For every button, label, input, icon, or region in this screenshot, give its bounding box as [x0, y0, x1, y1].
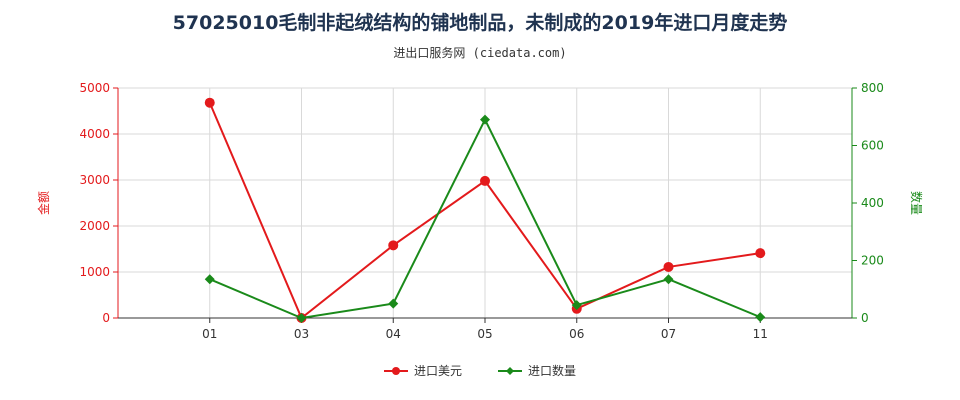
data-point-amount	[204, 97, 215, 108]
data-point-quantity	[663, 274, 674, 285]
right-tick-label: 800	[861, 81, 884, 95]
left-tick-label: 1000	[79, 265, 110, 279]
chart-subtitle: 进出口服务网 (ciedata.com)	[393, 46, 567, 60]
data-point-quantity	[204, 274, 215, 285]
data-point-quantity	[755, 312, 766, 323]
legend-swatch-quantity	[498, 366, 522, 375]
data-point-quantity	[571, 300, 582, 311]
data-point-quantity	[388, 298, 399, 309]
series-layer	[204, 97, 766, 323]
legend-item-quantity[interactable]: 进口数量	[498, 362, 576, 379]
right-tick-label: 200	[861, 254, 884, 268]
left-tick-label: 4000	[79, 127, 110, 141]
legend-item-amount[interactable]: 进口美元	[383, 362, 462, 379]
right-tick-label: 0	[861, 311, 869, 325]
left-tick-label: 3000	[79, 173, 110, 187]
x-tick-label: 05	[477, 327, 492, 341]
data-point-quantity	[296, 313, 307, 323]
legend-label-quantity: 进口数量	[528, 364, 577, 378]
data-point-amount	[480, 175, 490, 186]
x-tick-label: 11	[753, 327, 768, 341]
left-tick-label: 5000	[79, 81, 110, 95]
legend-label-amount: 进口美元	[413, 364, 462, 378]
right-tick-label: 600	[861, 139, 884, 153]
x-tick-label: 04	[386, 327, 401, 341]
x-axis-ticks: 01 03 04 05 06 07 11	[202, 318, 768, 341]
x-tick-label: 01	[202, 327, 217, 341]
right-axis-label: 数量	[909, 191, 924, 215]
chart-title: 57025010毛制非起绒结构的铺地制品，未制成的2019年进口月度走势	[172, 12, 788, 34]
left-tick-label: 0	[102, 311, 110, 325]
data-point-amount	[663, 261, 674, 272]
legend: 进口美元 进口数量	[0, 362, 960, 379]
left-axis-label: 金额	[36, 191, 51, 215]
right-axis-ticks: 0 200 400 600 800	[852, 81, 884, 325]
x-tick-label: 06	[569, 327, 584, 341]
left-axis-ticks: 0 1000 2000 3000 4000 5000	[79, 81, 118, 325]
data-point-amount	[388, 240, 399, 251]
legend-swatch-amount	[383, 366, 408, 375]
right-tick-label: 400	[861, 196, 884, 210]
data-point-quantity	[480, 114, 490, 125]
x-tick-label: 07	[661, 327, 676, 341]
left-tick-label: 2000	[79, 219, 110, 233]
data-point-amount	[755, 248, 766, 259]
x-tick-label: 03	[294, 327, 309, 341]
